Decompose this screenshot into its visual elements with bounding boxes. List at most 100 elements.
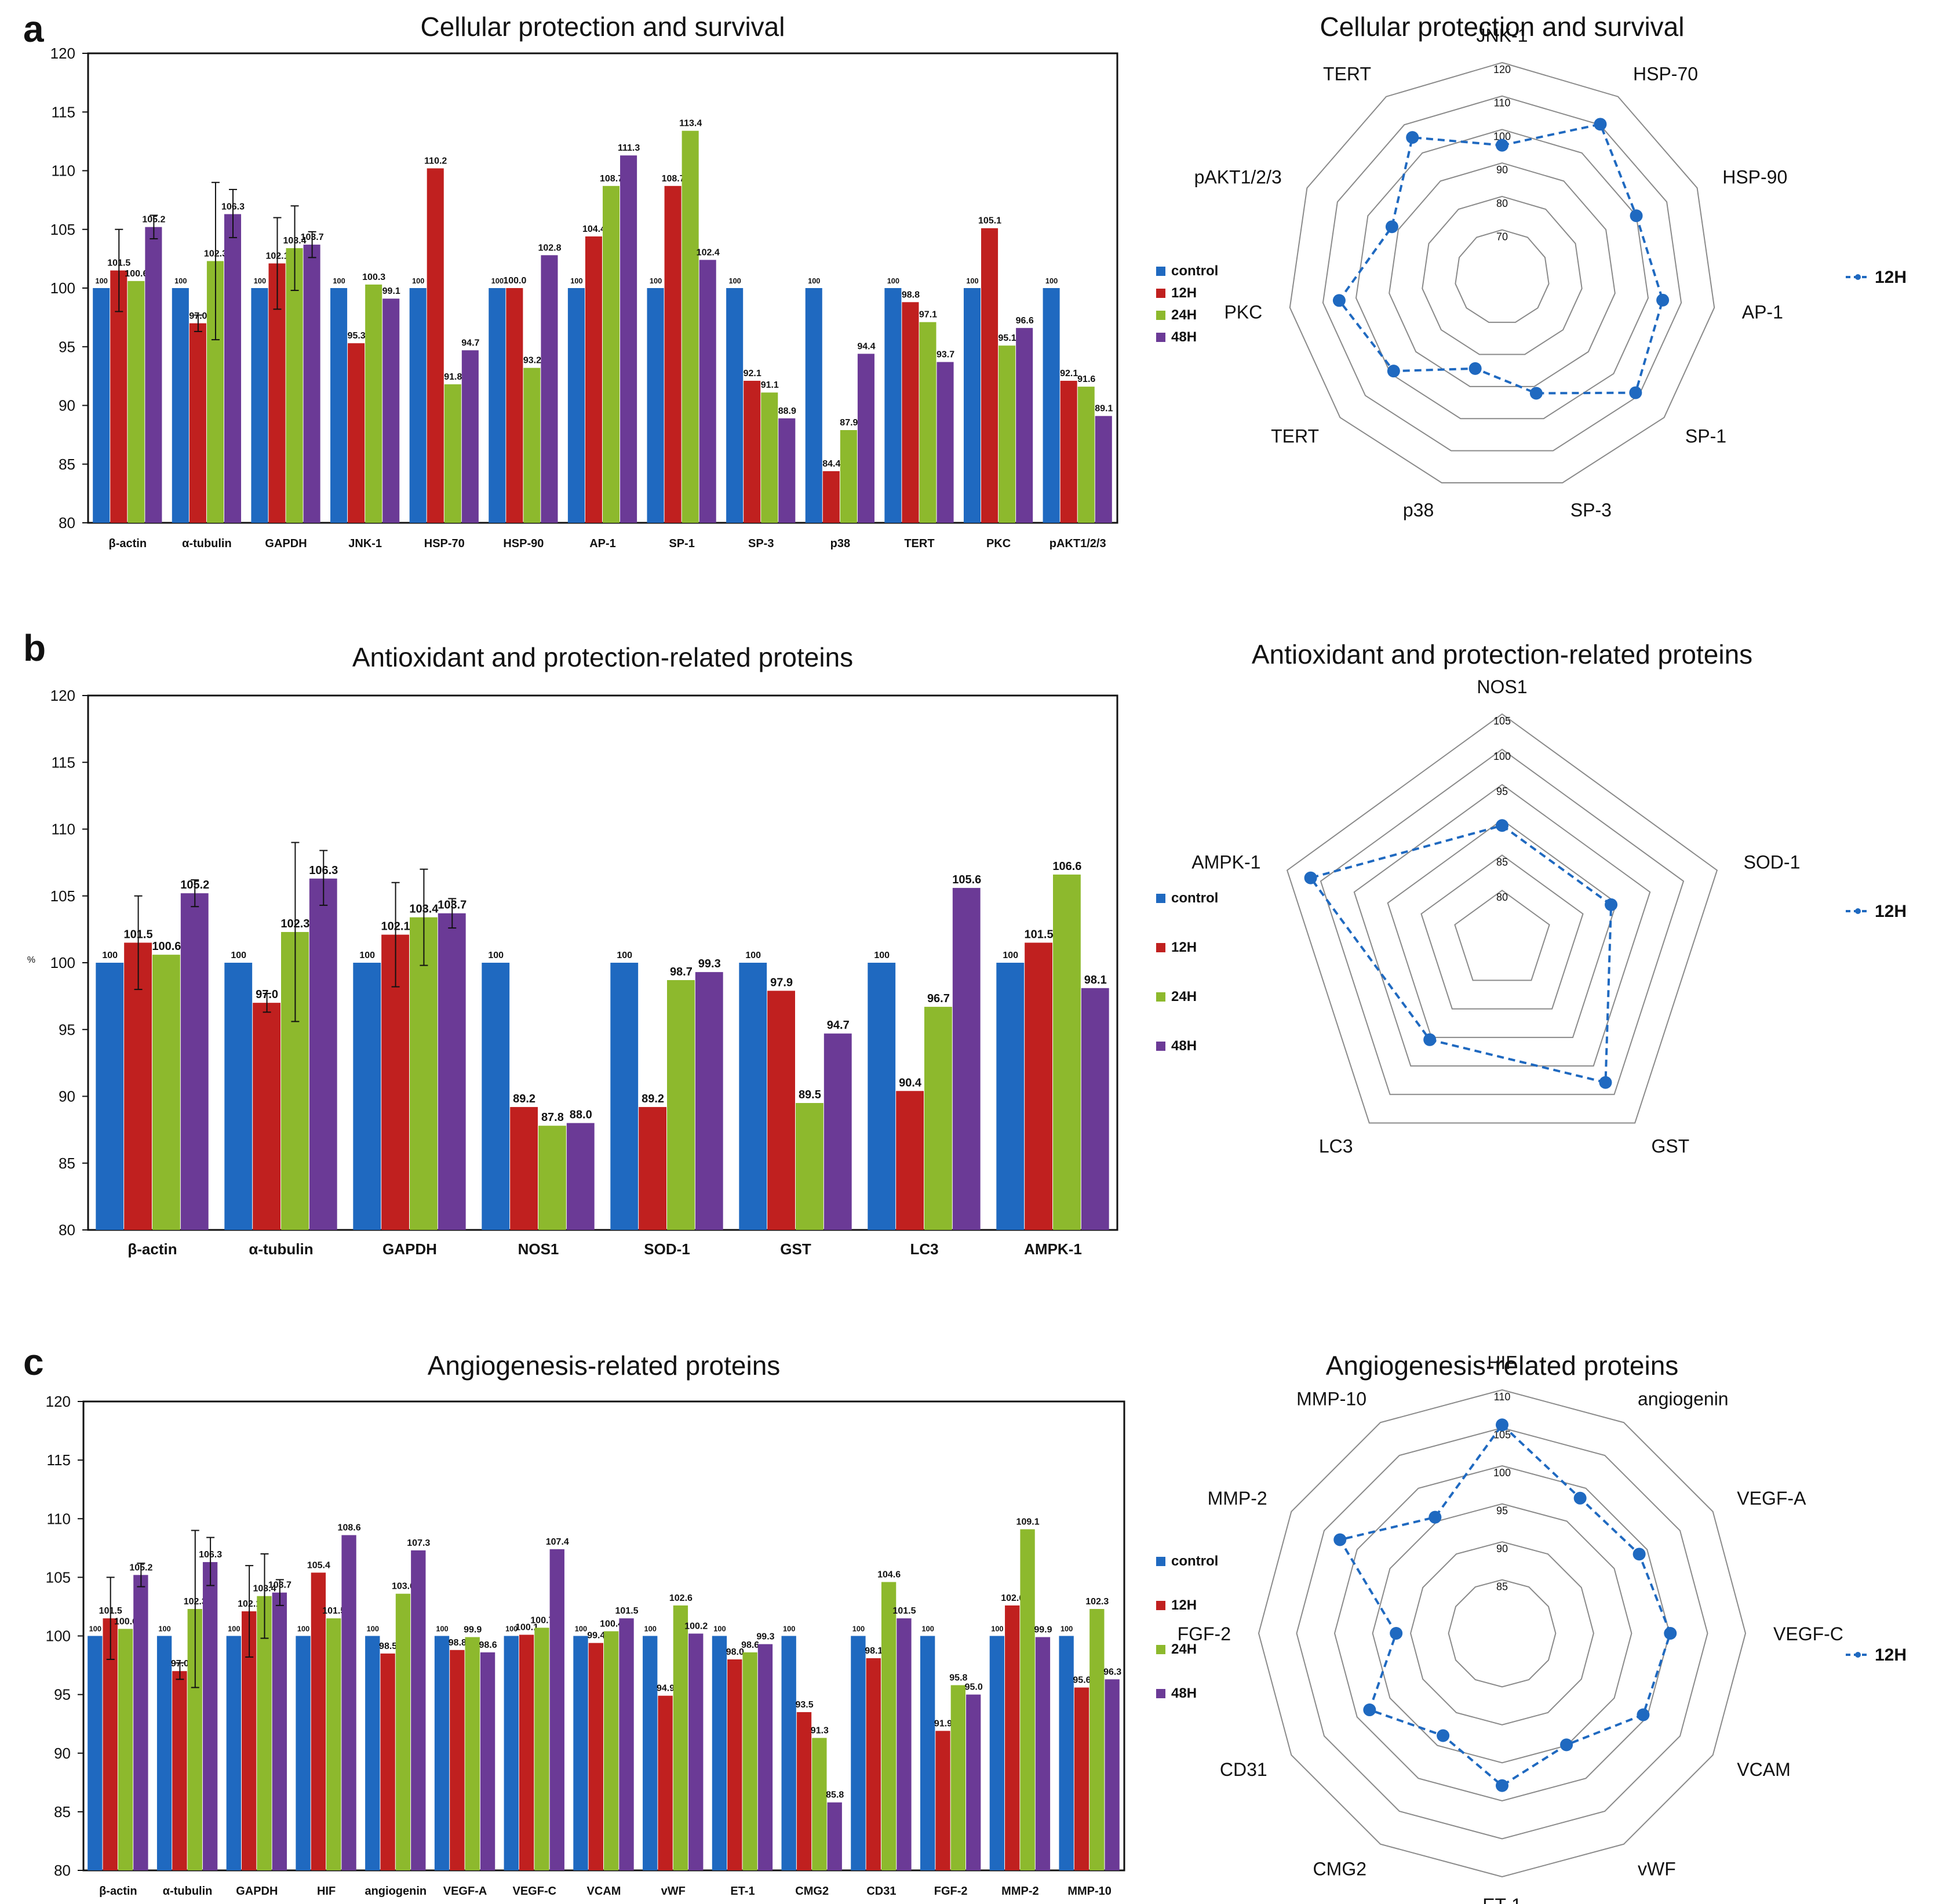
a-category-label: α-tubulin — [182, 537, 232, 550]
b-bar-1 — [767, 991, 795, 1230]
c-bar-3 — [1105, 1679, 1120, 1870]
a-bar-0 — [647, 288, 664, 523]
b-radar-point — [1605, 898, 1618, 911]
b-legend-swatch — [1156, 992, 1165, 1002]
c-bar-0 — [296, 1636, 311, 1870]
b-legend-label: 48H — [1171, 1038, 1197, 1054]
c-radar-ring — [1333, 1465, 1671, 1802]
a-bar-3 — [224, 214, 242, 523]
a-data-label: 92.1 — [744, 369, 761, 378]
b-radar-legend-marker — [1855, 908, 1861, 914]
b-data-label: 100.6 — [152, 940, 181, 953]
c-data-label: 95.0 — [965, 1683, 983, 1692]
c-bar-2 — [118, 1629, 133, 1870]
a-bar-2 — [127, 281, 145, 523]
b-bar-0 — [353, 963, 381, 1230]
a-data-label: 94.7 — [461, 338, 479, 348]
a-data-label: 108.7 — [600, 174, 623, 184]
b-radar-ring — [1454, 889, 1550, 981]
b-legend-label: control — [1171, 890, 1218, 906]
c-category-label: α-tubulin — [163, 1885, 213, 1898]
c-data-label: 99.9 — [464, 1625, 482, 1635]
a-bar-3 — [382, 298, 400, 523]
a-radar-point — [1529, 387, 1543, 400]
b-y-tick-label: 120 — [50, 687, 75, 704]
a-data-label: 88.9 — [778, 406, 796, 416]
c-radar-ring — [1410, 1541, 1594, 1725]
a-radar-ring — [1289, 61, 1715, 483]
a-bar-2 — [444, 384, 461, 523]
c-radar-point — [1333, 1533, 1347, 1546]
a-bar-chart: Cellular protection and survival 80 85 90 95… — [50, 12, 1219, 550]
a-data-label: 100 — [650, 276, 662, 285]
c-data-label: 95.8 — [949, 1673, 967, 1683]
c-y-tick-label: 120 — [46, 1393, 71, 1410]
a-ring-label: 80 — [1496, 198, 1508, 209]
a-bar-3 — [778, 418, 796, 523]
c-bar-0 — [365, 1636, 380, 1870]
c-radar-point — [1637, 1708, 1650, 1721]
a-category-label: pAKT1/2/3 — [1050, 537, 1106, 550]
a-legend-swatch — [1156, 267, 1165, 276]
b-radar-ring — [1353, 784, 1651, 1067]
b-data-label: 100 — [488, 951, 504, 960]
a-data-label: 104.4 — [582, 224, 606, 234]
a-bar-1 — [822, 471, 840, 523]
b-data-label: 94.7 — [827, 1019, 850, 1032]
b-y-tick-label: 85 — [59, 1155, 75, 1172]
c-legend-label: 24H — [1171, 1641, 1197, 1657]
a-legend-swatch — [1156, 311, 1165, 320]
a-data-label: 94.4 — [857, 341, 875, 351]
c-bar-0 — [851, 1636, 866, 1870]
a-data-label: 93.7 — [936, 350, 954, 360]
c-data-label: 100 — [89, 1625, 101, 1633]
c-bar-3 — [1035, 1637, 1051, 1870]
c-data-label: 101.5 — [322, 1606, 345, 1616]
a-ring-label: 70 — [1496, 231, 1508, 243]
a-legend-label: 12H — [1171, 285, 1197, 301]
c-data-label: 100 — [228, 1625, 240, 1633]
c-bar-1 — [380, 1653, 395, 1870]
c-bar-1 — [935, 1731, 950, 1870]
a-bar-0 — [172, 288, 189, 523]
a-category-label: HSP-90 — [503, 537, 544, 550]
a-bar-0 — [330, 288, 348, 523]
c-legend-swatch — [1156, 1645, 1165, 1654]
b-bar-0 — [224, 963, 253, 1230]
c-data-label: 99.4 — [587, 1631, 605, 1641]
a-legend-swatch — [1156, 289, 1165, 298]
a-bar-2 — [919, 322, 936, 523]
a-radar-legend-marker — [1855, 274, 1861, 280]
c-category-label: MMP-10 — [1067, 1885, 1112, 1898]
c-radar-chart: Angiogenesis-related proteins85909510010… — [1178, 1350, 1907, 1904]
c-data-label: 100 — [783, 1625, 795, 1633]
c-radar-point — [1496, 1779, 1508, 1792]
a-data-label: 100.6 — [125, 269, 148, 279]
a-radar-point — [1385, 220, 1398, 234]
a-data-label: 100 — [570, 276, 582, 285]
a-data-label: 98.8 — [902, 290, 920, 300]
c-data-label: 96.3 — [1103, 1667, 1121, 1677]
c-bar-2 — [326, 1618, 341, 1870]
a-bar-3 — [1095, 416, 1112, 523]
b-radar-ring — [1286, 713, 1718, 1124]
a-data-label: 100 — [96, 276, 108, 285]
a-axis-label: pAKT1/2/3 — [1194, 166, 1282, 187]
b-category-label: AMPK-1 — [1024, 1240, 1082, 1258]
b-bar-title: Antioxidant and protection-related prote… — [352, 642, 853, 672]
a-bar-0 — [567, 288, 585, 523]
b-bar-0 — [996, 963, 1025, 1230]
a-data-label: 100 — [254, 276, 266, 285]
c-bar-3 — [133, 1575, 148, 1870]
b-data-label: 99.3 — [698, 958, 721, 970]
a-axis-label: SP-3 — [1570, 500, 1612, 520]
a-bar-3 — [303, 245, 320, 523]
a-category-label: TERT — [904, 537, 934, 550]
a-radar-point — [1496, 139, 1508, 152]
a-axis-label: PKC — [1224, 301, 1262, 322]
c-bar-2 — [1089, 1608, 1105, 1870]
a-data-label: 100 — [808, 276, 820, 285]
c-bar-2 — [742, 1652, 757, 1870]
c-category-label: GAPDH — [236, 1885, 278, 1898]
a-bar-1 — [348, 343, 365, 523]
